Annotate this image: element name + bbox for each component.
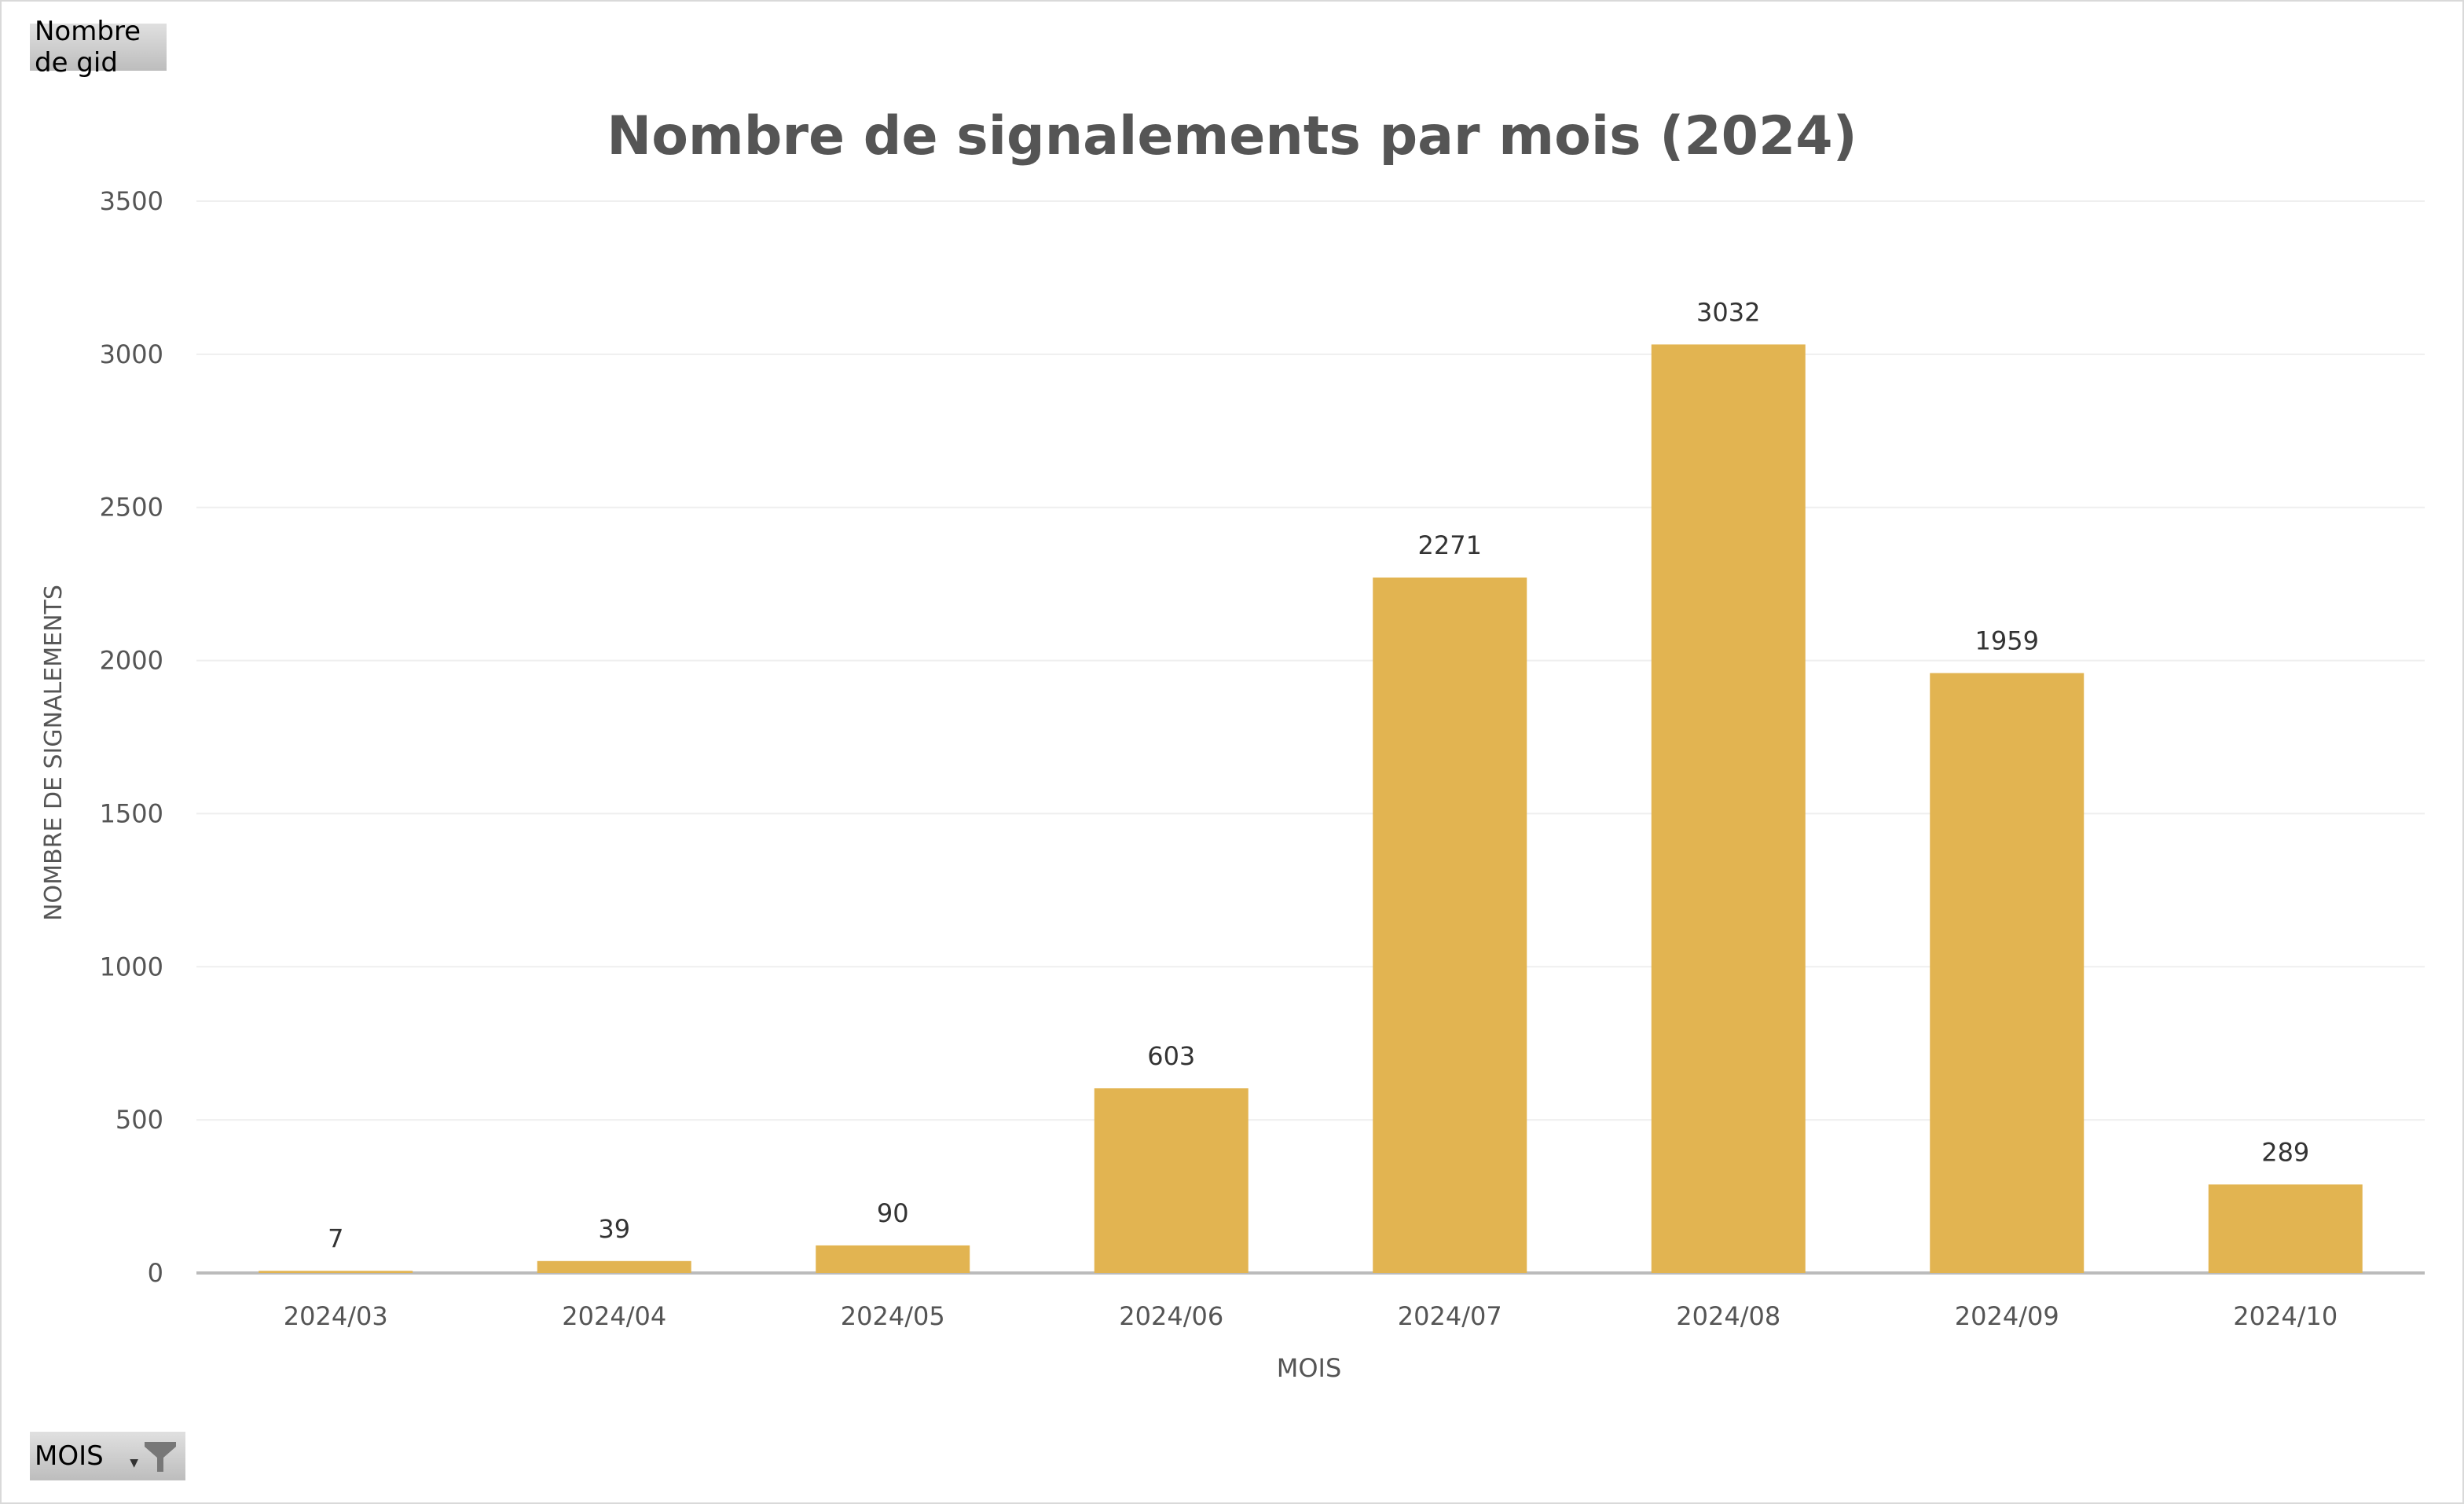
x-tick-label: 2024/04 [562, 1301, 666, 1331]
x-tick-label: 2024/10 [2233, 1301, 2338, 1331]
y-tick-label: 3000 [100, 339, 163, 369]
bar [1373, 577, 1527, 1273]
bar [2208, 1184, 2363, 1273]
bar [816, 1245, 970, 1273]
x-tick-label: 2024/09 [1955, 1301, 2059, 1331]
measure-field-button[interactable]: Nombre de gid [30, 16, 167, 79]
data-label: 2271 [1418, 530, 1482, 560]
data-label: 1959 [1975, 626, 2039, 656]
bar [1094, 1088, 1248, 1273]
bar [1930, 673, 2084, 1273]
y-tick-label: 500 [116, 1105, 163, 1135]
filter-icon[interactable] [143, 1439, 178, 1473]
dropdown-arrow-icon[interactable]: ▼ [130, 1457, 138, 1469]
data-label: 3032 [1696, 297, 1760, 327]
dimension-field-button[interactable]: MOIS ▼ [30, 1432, 185, 1480]
data-label: 289 [2261, 1137, 2309, 1167]
x-tick-label: 2024/05 [841, 1301, 945, 1331]
y-tick-label: 2000 [100, 646, 163, 676]
x-axis-title: MOIS [1277, 1353, 1342, 1383]
y-tick-label: 1000 [100, 952, 163, 981]
bar [1651, 344, 1806, 1274]
x-tick-label: 2024/08 [1676, 1301, 1780, 1331]
dimension-field-label: MOIS [35, 1440, 104, 1472]
y-axis-title: NOMBRE DE SIGNALEMENTS [40, 585, 68, 921]
data-label: 603 [1147, 1041, 1195, 1071]
data-label: 90 [877, 1198, 909, 1228]
y-tick-label: 1500 [100, 798, 163, 828]
x-tick-label: 2024/03 [284, 1301, 388, 1331]
chart-title: Nombre de signalements par mois (2024) [607, 105, 1857, 167]
data-label: 7 [328, 1223, 343, 1253]
y-tick-label: 3500 [100, 186, 163, 216]
y-tick-label: 2500 [100, 493, 163, 523]
x-tick-label: 2024/06 [1119, 1301, 1223, 1331]
data-label: 39 [598, 1214, 630, 1244]
bar [258, 1271, 413, 1273]
measure-field-label: Nombre de gid [35, 16, 141, 79]
y-tick-label: 0 [148, 1258, 163, 1288]
x-tick-label: 2024/07 [1398, 1301, 1502, 1331]
bar [537, 1260, 691, 1273]
